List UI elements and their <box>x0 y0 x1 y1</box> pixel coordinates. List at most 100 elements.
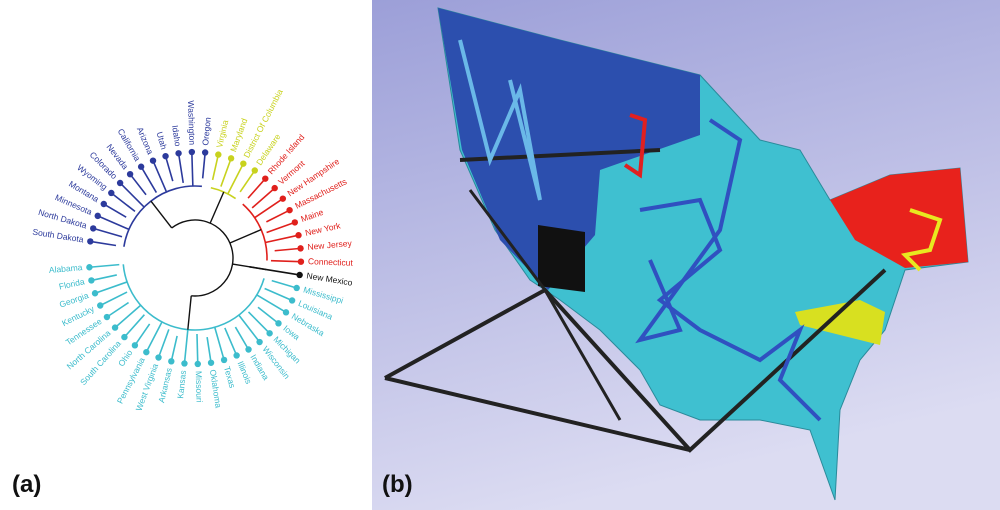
leaf-node <box>296 271 303 279</box>
branch <box>140 166 158 193</box>
leaf-node <box>103 313 111 321</box>
leaf-node <box>108 189 115 197</box>
leaf-node <box>266 330 273 337</box>
leaf-node <box>168 358 175 365</box>
leaf-node <box>201 149 209 156</box>
leaf-node <box>137 163 145 170</box>
leaf-node <box>297 245 304 252</box>
branch <box>239 170 256 193</box>
branch <box>265 234 299 244</box>
branch <box>152 160 168 193</box>
branch <box>103 203 127 218</box>
branch <box>224 327 238 356</box>
branch <box>254 197 284 219</box>
leaf-node <box>282 309 290 316</box>
branch <box>257 306 279 324</box>
cluster-link <box>635 118 743 344</box>
branch <box>211 154 220 181</box>
branch <box>213 327 225 361</box>
inner-branch <box>232 263 267 271</box>
leaf-node <box>194 360 201 368</box>
leaf-node <box>286 206 293 214</box>
branch <box>274 247 301 252</box>
branch <box>271 279 297 289</box>
cluster-link <box>639 197 822 422</box>
leaf-node <box>116 179 124 187</box>
leaf-node <box>162 152 169 160</box>
branch <box>170 335 178 362</box>
panel-label: (a) <box>12 471 41 498</box>
branch <box>206 336 212 363</box>
branch <box>247 311 271 334</box>
leaf-label: Alabama <box>48 262 83 275</box>
red-link <box>623 113 648 179</box>
branch <box>201 152 206 179</box>
cluster-link <box>458 39 542 201</box>
black-link <box>468 189 622 421</box>
branch <box>251 187 276 209</box>
map-panel <box>372 0 1000 510</box>
leaf-node <box>256 338 263 346</box>
leaf-node <box>271 184 278 192</box>
branch <box>238 314 261 343</box>
leaf-node <box>149 157 157 164</box>
branch <box>106 301 129 318</box>
branch <box>270 259 301 263</box>
branch <box>123 314 145 338</box>
leaf-node <box>175 150 182 157</box>
leaf-node <box>245 346 252 353</box>
leaf-label: Missouri <box>194 371 205 403</box>
leaf-node <box>88 277 95 284</box>
leaf-label: Kansas <box>175 370 188 399</box>
inner-branch <box>187 295 192 330</box>
cluster-arc <box>123 185 202 247</box>
branch <box>227 163 245 195</box>
branch <box>256 294 287 314</box>
branch <box>134 323 151 346</box>
leaf-label: Washington <box>186 100 197 145</box>
branch <box>94 281 128 294</box>
inner-branch <box>229 228 262 244</box>
leaf-node <box>97 302 104 309</box>
branch <box>92 227 123 238</box>
leaf-node <box>275 320 282 327</box>
branch <box>110 192 136 213</box>
leaf-node <box>288 297 296 304</box>
branch <box>196 333 199 364</box>
branch <box>89 263 120 269</box>
leaf-node <box>293 284 300 292</box>
leaf-node <box>291 219 299 226</box>
leaf-label: Oregon <box>200 116 213 145</box>
leaf-node <box>220 356 228 364</box>
leaf-node <box>215 151 222 158</box>
branch <box>157 329 170 358</box>
leaf-node <box>143 348 150 356</box>
branch <box>266 209 290 223</box>
panel-label: (b) <box>382 471 413 498</box>
branch <box>145 321 163 353</box>
leaf-node <box>279 195 287 202</box>
leaf-node <box>131 342 139 349</box>
leaf-node <box>251 167 258 174</box>
leaf-node <box>94 212 101 220</box>
root-arc <box>171 219 234 297</box>
map-new-mexico <box>538 225 585 292</box>
branch <box>90 240 117 247</box>
panel-a-background <box>0 0 372 510</box>
branch <box>264 287 293 302</box>
leaf-node <box>297 258 305 265</box>
branch <box>177 153 185 184</box>
leaf-node <box>188 148 196 156</box>
branch <box>191 152 194 187</box>
leaf-node <box>87 238 94 245</box>
black-link <box>459 148 661 162</box>
branch <box>266 221 296 234</box>
branch <box>164 155 174 182</box>
leaf-node <box>155 354 162 361</box>
branch <box>183 329 189 364</box>
leaf-node <box>86 264 93 271</box>
black-link <box>384 376 691 452</box>
branch <box>247 178 266 199</box>
yellow-link <box>900 208 943 272</box>
